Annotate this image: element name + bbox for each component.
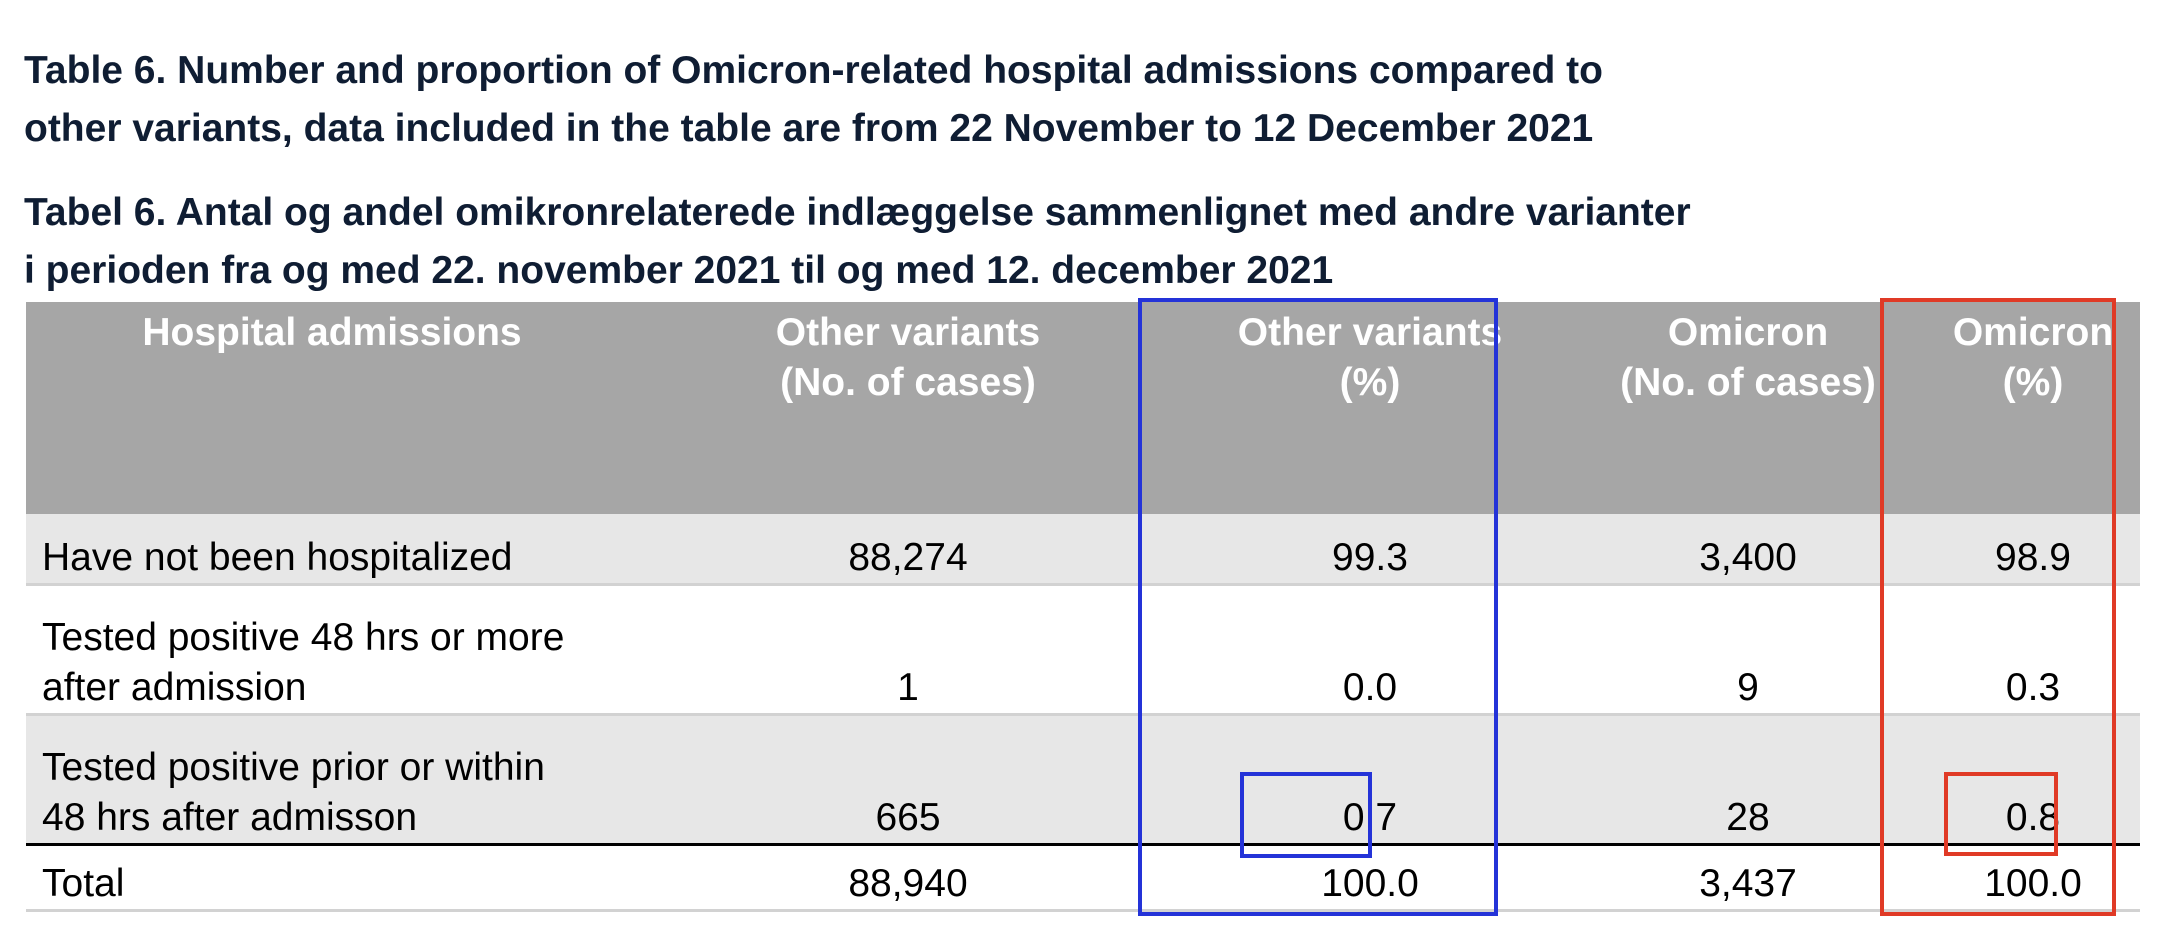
cell-omicron-percent: 0.8 (1926, 714, 2140, 846)
cell-other-variants-cases: 1 (646, 584, 1170, 716)
cell-other-variants-percent: 0.7 (1170, 714, 1570, 846)
cell-omicron-cases: 3,437 (1570, 844, 1926, 912)
table-header-row: Hospital admissions Other variants (No. … (26, 302, 2140, 514)
caption-english-line-1: Table 6. Number and proportion of Omicro… (24, 49, 1603, 92)
cell-other-variants-cases: 88,940 (646, 844, 1170, 912)
cell-omicron-cases: 9 (1570, 584, 1926, 716)
table-body: Have not been hospitalized 88,274 99.3 3… (26, 514, 2140, 912)
row-label: Tested positive 48 hrs or more after adm… (26, 584, 646, 716)
cell-omicron-cases: 28 (1570, 714, 1926, 846)
cell-other-variants-cases: 665 (646, 714, 1170, 846)
cell-omicron-percent: 98.9 (1926, 514, 2140, 586)
header-other-variants-cases: Other variants (No. of cases) (646, 302, 1170, 514)
caption-danish-line-2: i perioden fra og med 22. november 2021 … (24, 249, 1334, 292)
cell-other-variants-cases: 88,274 (646, 514, 1170, 586)
caption-danish-line-1: Tabel 6. Antal og andel omikronrelatered… (24, 191, 1691, 234)
table-row-positive-prior-or-within: Tested positive prior or within 48 hrs a… (26, 714, 2140, 846)
cell-other-variants-percent: 0.0 (1170, 584, 1570, 716)
row-label: Tested positive prior or within 48 hrs a… (26, 714, 646, 846)
cell-omicron-percent: 100.0 (1926, 844, 2140, 912)
row-label: Total (26, 844, 646, 912)
table-row-total: Total 88,940 100.0 3,437 100.0 (26, 844, 2140, 912)
cell-omicron-cases: 3,400 (1570, 514, 1926, 586)
header-other-variants-percent: Other variants (%) (1170, 302, 1570, 514)
header-omicron-cases: Omicron (No. of cases) (1570, 302, 1926, 514)
table-caption-danish: Tabel 6. Antal og andel omikronrelatered… (24, 184, 1691, 300)
row-label: Have not been hospitalized (26, 514, 646, 586)
cell-other-variants-percent: 100.0 (1170, 844, 1570, 912)
hospital-admissions-table: Hospital admissions Other variants (No. … (26, 302, 2140, 912)
table-header: Hospital admissions Other variants (No. … (26, 302, 2140, 514)
caption-english-line-2: other variants, data included in the tab… (24, 107, 1594, 150)
header-hospital-admissions: Hospital admissions (26, 302, 646, 514)
table-caption-english: Table 6. Number and proportion of Omicro… (24, 42, 1603, 158)
table-row-positive-after-admission: Tested positive 48 hrs or more after adm… (26, 584, 2140, 716)
cell-omicron-percent: 0.3 (1926, 584, 2140, 716)
table-row-not-hospitalized: Have not been hospitalized 88,274 99.3 3… (26, 514, 2140, 586)
cell-other-variants-percent: 99.3 (1170, 514, 1570, 586)
header-omicron-percent: Omicron (%) (1926, 302, 2140, 514)
